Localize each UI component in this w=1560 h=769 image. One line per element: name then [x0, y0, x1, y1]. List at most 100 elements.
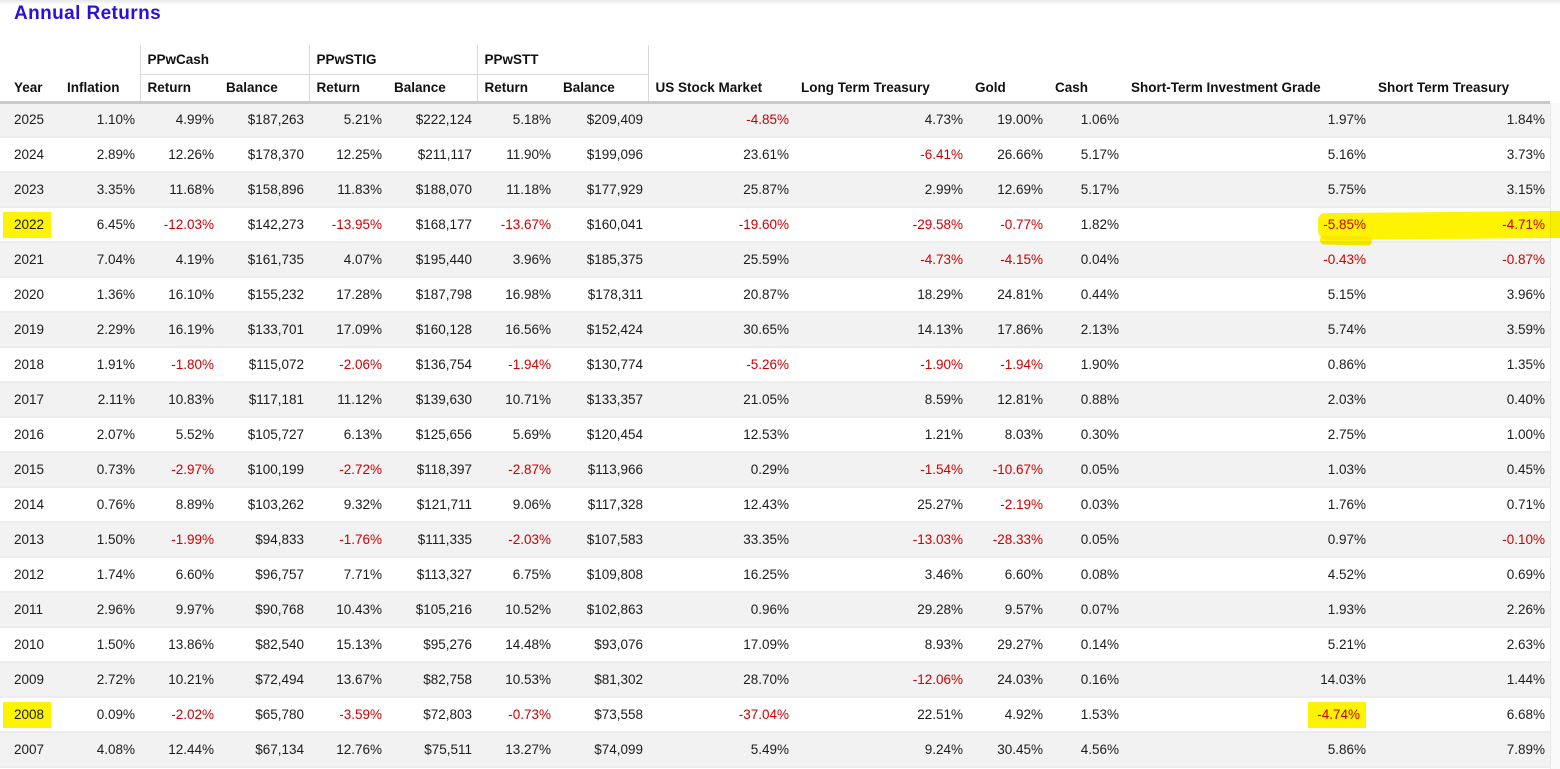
cell-us-stock-market: 12.43% — [648, 487, 795, 523]
cell-short-term-investment-grade: 5.75% — [1124, 172, 1372, 208]
table-row: 2021 7.04% 4.19% $161,735 4.07% $195,440 3.96%… — [0, 242, 1551, 278]
cell-short-term-treasury: 0.71% — [1371, 487, 1551, 523]
cell-us-stock-market: 23.61% — [648, 137, 795, 173]
scrollbar-track — [1550, 103, 1560, 769]
annual-returns-table: PPwCash PPwSTIG PPwSTT Year Inflation Re… — [0, 45, 1551, 768]
cell-inflation: 1.36% — [60, 277, 140, 313]
cell-year: 2012 — [0, 557, 60, 593]
cell-long-term-treasury: -6.41% — [794, 137, 969, 173]
cell-year: 2022 — [0, 207, 60, 243]
cell-ppwstt-return: -13.67% — [477, 207, 557, 243]
cell-long-term-treasury: -29.58% — [794, 207, 969, 243]
year-label: 2011 — [14, 602, 44, 617]
cell-short-term-investment-grade: 2.03% — [1124, 382, 1372, 418]
year-label: 2007 — [14, 742, 45, 757]
cell-ppwstt-balance: $107,583 — [556, 522, 649, 558]
cell-inflation: 1.74% — [60, 557, 140, 593]
year-label: 2019 — [14, 322, 45, 337]
cell-ppwstt-balance: $177,929 — [556, 172, 649, 208]
column-header-row: Year Inflation Return Balance Return Bal… — [0, 74, 1551, 104]
cell-long-term-treasury: 1.21% — [794, 417, 969, 453]
cell-ppwstt-return: 10.71% — [477, 382, 557, 418]
cell-ppwstt-return: 6.75% — [477, 557, 557, 593]
cell-ppwcash-balance: $96,757 — [219, 557, 309, 593]
cell-year: 2020 — [0, 277, 60, 313]
top-shadow — [0, 0, 1560, 5]
cell-cash: 0.05% — [1048, 522, 1125, 558]
cell-ppwstt-balance: $120,454 — [556, 417, 649, 453]
cell-cash: 0.14% — [1048, 627, 1125, 663]
cell-long-term-treasury: -12.06% — [794, 662, 969, 698]
cell-ppwstt-return: 13.27% — [477, 732, 557, 768]
column-header-short-term-treasury: Short Term Treasury — [1371, 74, 1551, 104]
cell-ppwstt-return: 11.90% — [477, 137, 557, 173]
cell-inflation: 1.50% — [60, 522, 140, 558]
cell-year: 2007 — [0, 732, 60, 768]
cell-ppwstig-return: -1.76% — [309, 522, 387, 558]
year-label: 2016 — [14, 427, 45, 442]
cell-year: 2021 — [0, 242, 60, 278]
cell-long-term-treasury: 18.29% — [794, 277, 969, 313]
cell-short-term-investment-grade: 1.93% — [1124, 592, 1372, 628]
table-row: 2023 3.35% 11.68% $158,896 11.83% $188,070 11.… — [0, 172, 1551, 208]
cell-ppwstig-balance: $72,803 — [387, 697, 478, 733]
cell-short-term-treasury: 1.84% — [1371, 102, 1551, 138]
table-body: 2025 1.10% 4.99% $187,263 5.21% $222,124 5.18%… — [0, 102, 1551, 768]
table-row: 2010 1.50% 13.86% $82,540 15.13% $95,276 14.48… — [0, 627, 1551, 663]
cell-short-term-investment-grade: 0.86% — [1124, 347, 1372, 383]
cell-short-term-treasury: 2.63% — [1371, 627, 1551, 663]
cell-ppwstig-return: 10.43% — [309, 592, 387, 628]
cell-short-term-treasury: 3.15% — [1371, 172, 1551, 208]
year-label: 2013 — [14, 532, 45, 547]
cell-ppwcash-return: -12.03% — [140, 207, 219, 243]
cell-ppwcash-return: 12.44% — [140, 732, 219, 768]
cell-ppwstig-return: -2.06% — [309, 347, 387, 383]
group-header-spacer — [0, 45, 140, 74]
table-row: 2007 4.08% 12.44% $67,134 12.76% $75,511 13.27… — [0, 732, 1551, 768]
cell-us-stock-market: -37.04% — [648, 697, 795, 733]
cell-short-term-investment-grade: 2.75% — [1124, 417, 1372, 453]
table-row: 2012 1.74% 6.60% $96,757 7.71% $113,327 6.75% $… — [0, 557, 1551, 593]
cell-year: 2025 — [0, 102, 60, 138]
cell-ppwstt-balance: $178,311 — [556, 277, 649, 313]
cell-cash: 0.05% — [1048, 452, 1125, 488]
cell-inflation: 0.09% — [60, 697, 140, 733]
cell-ppwstt-return: 9.06% — [477, 487, 557, 523]
cell-ppwcash-balance: $90,768 — [219, 592, 309, 628]
cell-inflation: 2.29% — [60, 312, 140, 348]
cell-us-stock-market: 0.96% — [648, 592, 795, 628]
year-label: 2009 — [14, 672, 45, 687]
cell-ppwstig-balance: $168,177 — [387, 207, 478, 243]
cell-short-term-treasury: 2.26% — [1371, 592, 1551, 628]
cell-ppwstig-return: -13.95% — [309, 207, 387, 243]
cell-ppwstt-return: 5.18% — [477, 102, 557, 138]
cell-cash: 4.56% — [1048, 732, 1125, 768]
cell-ppwcash-return: -1.99% — [140, 522, 219, 558]
cell-cash: 0.07% — [1048, 592, 1125, 628]
cell-ppwcash-balance: $94,833 — [219, 522, 309, 558]
cell-gold: 19.00% — [968, 102, 1049, 138]
cell-long-term-treasury: 2.99% — [794, 172, 969, 208]
cell-gold: -28.33% — [968, 522, 1049, 558]
cell-year: 2016 — [0, 417, 60, 453]
cell-ppwcash-balance: $187,263 — [219, 102, 309, 138]
cell-us-stock-market: -19.60% — [648, 207, 795, 243]
cell-ppwstt-balance: $109,808 — [556, 557, 649, 593]
cell-ppwstt-return: 10.53% — [477, 662, 557, 698]
cell-ppwstig-balance: $118,397 — [387, 452, 478, 488]
cell-cash: 2.13% — [1048, 312, 1125, 348]
cell-long-term-treasury: -1.54% — [794, 452, 969, 488]
cell-ppwstt-return: -0.73% — [477, 697, 557, 733]
column-header-year: Year — [0, 74, 60, 104]
cell-cash: 0.08% — [1048, 557, 1125, 593]
cell-long-term-treasury: 29.28% — [794, 592, 969, 628]
cell-ppwcash-balance: $67,134 — [219, 732, 309, 768]
column-header-gold: Gold — [968, 74, 1049, 104]
cell-ppwstt-return: 5.69% — [477, 417, 557, 453]
cell-ppwstt-balance: $81,302 — [556, 662, 649, 698]
cell-ppwstig-balance: $222,124 — [387, 102, 478, 138]
cell-ppwstig-balance: $95,276 — [387, 627, 478, 663]
cell-year: 2018 — [0, 347, 60, 383]
cell-gold: 30.45% — [968, 732, 1049, 768]
cell-short-term-investment-grade: 5.21% — [1124, 627, 1372, 663]
